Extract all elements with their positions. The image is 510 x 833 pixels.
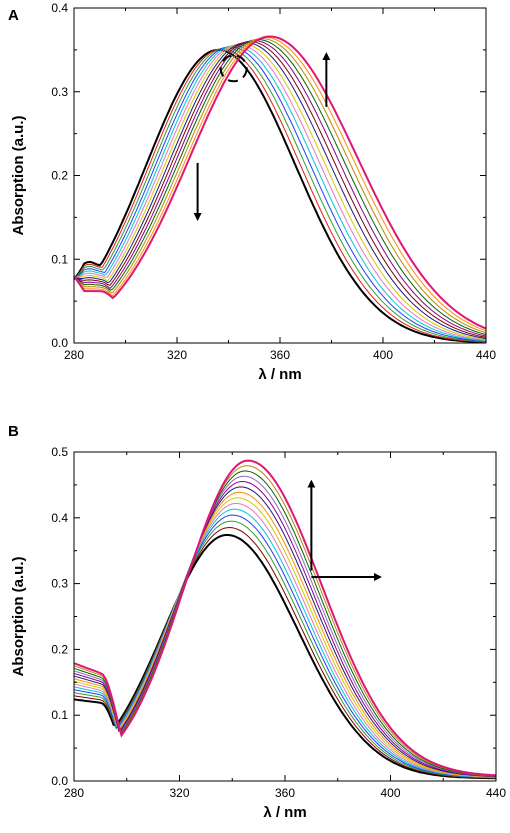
spectrum-line bbox=[73, 40, 487, 337]
spectrum-line bbox=[73, 37, 487, 334]
spectrum-line bbox=[73, 533, 497, 780]
panel-b-x-axis-title: λ / nm bbox=[263, 804, 306, 821]
x-tick-label: 400 bbox=[373, 348, 393, 362]
panel-a-curves bbox=[73, 35, 487, 344]
y-tick-label: 0.5 bbox=[51, 445, 68, 459]
spectrum-line bbox=[73, 48, 487, 343]
y-tick-label: 0.3 bbox=[51, 577, 68, 591]
spectrum-line bbox=[73, 37, 487, 332]
x-tick-label: 320 bbox=[169, 786, 189, 800]
x-tick-label: 320 bbox=[167, 348, 187, 362]
spectrum-line bbox=[73, 45, 487, 342]
panel-a-x-axis-title: λ / nm bbox=[258, 366, 301, 383]
y-tick-label: 0.3 bbox=[51, 85, 68, 99]
panel-a-plot-frame bbox=[73, 7, 487, 344]
y-tick-label: 0.2 bbox=[51, 642, 68, 656]
spectrum-line bbox=[73, 39, 487, 336]
y-tick-label: 0.4 bbox=[51, 511, 68, 525]
panel-a-letter: A bbox=[8, 7, 19, 24]
spectrum-line bbox=[73, 508, 496, 778]
spectrum-line bbox=[73, 47, 487, 343]
y-tick-label: 0.4 bbox=[51, 1, 68, 15]
x-tick-label: 360 bbox=[270, 348, 290, 362]
panel-b-letter: B bbox=[8, 423, 19, 440]
spectrum-line bbox=[73, 48, 487, 344]
spectrum-line bbox=[73, 491, 497, 778]
spectrum-line bbox=[73, 514, 496, 778]
panel-b-axes: 280 320 360 400 440 0.0 0.1 0.2 0.3 0.4 0.5 bbox=[51, 445, 506, 800]
spectrum-line bbox=[73, 475, 497, 777]
spectrum-line bbox=[73, 35, 487, 330]
spectrum-line bbox=[73, 42, 487, 339]
spectrum-line bbox=[73, 520, 496, 779]
x-tick-label: 280 bbox=[64, 786, 84, 800]
spectrum-line bbox=[73, 486, 497, 777]
x-tick-label: 440 bbox=[476, 348, 496, 362]
spectrum-line bbox=[73, 43, 487, 340]
panel-b-plot-frame bbox=[73, 451, 497, 782]
x-tick-label: 400 bbox=[380, 786, 400, 800]
spectrum-line bbox=[73, 497, 497, 778]
y-tick-label: 0.0 bbox=[51, 336, 68, 350]
panel-a-y-axis-title: Absorption (a.u.) bbox=[10, 116, 27, 236]
panel-b-curves bbox=[73, 459, 497, 780]
y-tick-label: 0.1 bbox=[51, 708, 68, 722]
x-tick-label: 360 bbox=[275, 786, 295, 800]
y-tick-label: 0.0 bbox=[51, 774, 68, 788]
spectrum-line bbox=[73, 503, 497, 778]
y-tick-label: 0.1 bbox=[51, 252, 68, 266]
spectrum-line bbox=[73, 46, 487, 342]
panel-a-annotations bbox=[193, 52, 331, 222]
panel-a-axes: 280 320 360 400 440 0.0 0.1 0.2 0.3 0.4 bbox=[51, 1, 496, 362]
panel-b-y-axis-title: Absorption (a.u.) bbox=[10, 557, 27, 677]
spectrum-line bbox=[73, 459, 497, 777]
y-tick-label: 0.2 bbox=[51, 169, 68, 183]
spectrum-line bbox=[73, 470, 497, 777]
x-tick-label: 440 bbox=[486, 786, 506, 800]
spectrum-line bbox=[73, 526, 496, 779]
x-tick-label: 280 bbox=[64, 348, 84, 362]
isosbestic-point-marker bbox=[219, 54, 248, 83]
spectrum-line bbox=[73, 41, 487, 338]
panel-b-annotations bbox=[307, 479, 382, 582]
spectrum-line bbox=[73, 44, 487, 341]
spectrum-line bbox=[73, 480, 497, 777]
panel-b: B 280 320 360 400 440 0.0 0.1 0.2 0.3 0.4 0.5 λ / … bbox=[8, 423, 506, 821]
